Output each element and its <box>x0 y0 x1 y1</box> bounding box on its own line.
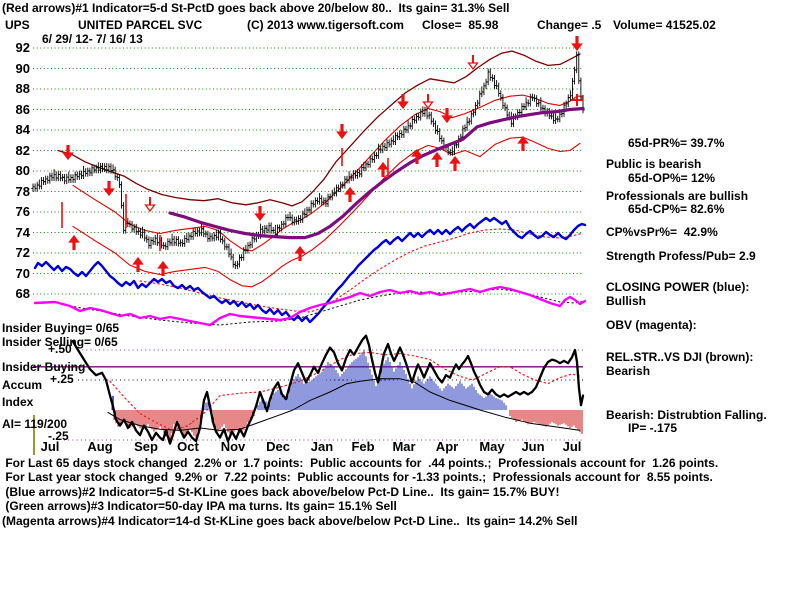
price-axis-label: 90 <box>15 60 30 76</box>
right-panel-annotation: Bullish <box>606 294 647 308</box>
month-axis-label: Dec <box>266 439 290 454</box>
left-panel-annotation: AI= 119/200 <box>2 417 68 431</box>
right-panel-annotation: 65d-OP%= 12% <box>628 171 716 185</box>
price-axis-label: 84 <box>15 122 30 137</box>
month-axis-label: Feb <box>351 439 375 454</box>
volume-value: Volume= 41525.02 <box>613 18 716 32</box>
left-panel-annotation: Insider Buying= 0/65 <box>2 321 120 335</box>
price-axis-label: 80 <box>15 163 30 178</box>
change-value: Change= .5 <box>537 18 602 32</box>
footer-indicator-line: (Blue arrows)#2 Indicator=5-d St-KLine g… <box>2 484 560 499</box>
right-panel-annotation: REL.STR..VS DJI (brown): <box>606 350 754 364</box>
price-axis-label: 70 <box>15 265 30 281</box>
price-axis-label: 72 <box>15 245 30 260</box>
price-axis-label: 78 <box>15 183 30 199</box>
company-name: UNITED PARCEL SVC <box>78 18 203 32</box>
ticker-symbol: UPS <box>5 18 30 32</box>
right-panel-annotation: Bearish: Distrubtion Falling. <box>606 408 767 422</box>
right-panel-annotation: 65d-PR%= 39.7% <box>628 136 725 150</box>
price-axis-label: 92 <box>15 40 30 55</box>
price-axis-label: 74 <box>15 224 30 240</box>
left-panel-annotation: Accum <box>2 378 43 392</box>
price-axis-label: 82 <box>15 142 30 158</box>
price-axis-label: 76 <box>15 204 30 219</box>
copyright-text: (C) 2013 www.tigersoft.com <box>247 18 404 32</box>
month-axis-label: Jun <box>521 439 545 454</box>
month-axis-label: Aug <box>87 439 113 454</box>
month-axis-label: Mar <box>392 439 416 454</box>
left-panel-annotation: Insider Buying <box>2 360 86 374</box>
month-axis-label: Sep <box>134 439 158 454</box>
footer-indicator-line: For Last year stock changed 9.2% or 7.22… <box>2 470 713 485</box>
right-panel-annotation: Strength Profess/Pub= 2.9 <box>606 249 756 263</box>
month-axis-label: Jan <box>310 439 334 454</box>
footer-indicator-line: (Magenta arrows)#4 Indicator=14-d St-KLi… <box>2 513 578 528</box>
footer-indicator-line: (Green arrows)#3 Indicator=50-day IPA ma… <box>2 499 397 514</box>
right-panel-annotation: Bearish <box>606 364 651 378</box>
month-axis-label: Apr <box>435 439 459 454</box>
right-panel-annotation: OBV (magenta): <box>606 318 697 332</box>
left-panel-annotation: Insider Selling= 0/65 <box>2 335 118 349</box>
right-panel-annotation: 65d-CP%= 82.6% <box>628 202 725 216</box>
month-axis-label: Nov <box>220 439 246 454</box>
month-axis-label: Jul <box>40 439 60 454</box>
close-value: Close= 85.98 <box>422 18 499 32</box>
right-panel-annotation: IP= -.175 <box>628 421 678 435</box>
left-panel-annotation: Index <box>2 395 34 409</box>
date-range: 6/ 29/ 12- 7/ 16/ 13 <box>42 32 143 46</box>
month-axis-label: Jul <box>562 439 582 454</box>
price-axis-label: 88 <box>15 81 30 96</box>
price-axis-label: 68 <box>15 286 30 301</box>
price-axis-label: 86 <box>15 101 30 117</box>
ai-scale-label: +.25 <box>50 372 74 386</box>
right-panel-annotation: Public is bearish <box>606 157 702 171</box>
indicator1-title: (Red arrows)#1 Indicator=5-d St-PctD goe… <box>2 1 510 15</box>
month-axis-label: Oct <box>177 439 199 454</box>
right-panel-annotation: CLOSING POWER (blue): <box>606 280 750 294</box>
right-panel-annotation: Professionals are bullish <box>606 189 749 203</box>
ai-scale-label: +.50 <box>48 342 72 356</box>
ai-scale-label: -.25 <box>48 429 69 443</box>
right-panel-annotation: CP%vsPr%= 42.9% <box>606 225 718 239</box>
footer-indicator-line: For Last 65 days stock changed 2.2% or 1… <box>2 456 719 470</box>
month-axis-label: May <box>479 439 505 454</box>
